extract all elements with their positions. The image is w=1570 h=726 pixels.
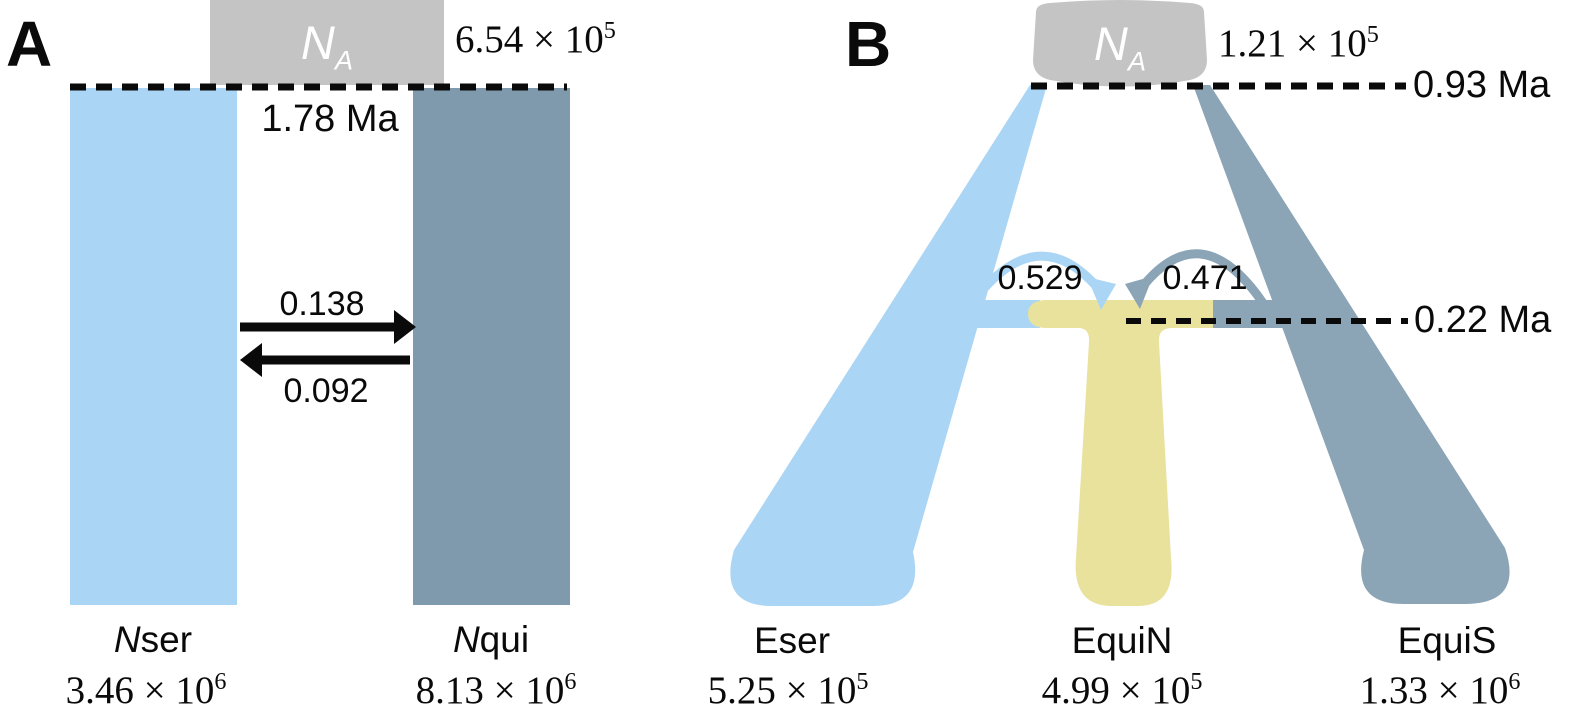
population-label-nser: Nser	[113, 619, 193, 660]
ancestral-size-value-a: 6.54 × 105	[455, 17, 616, 61]
population-band-equis	[1193, 85, 1510, 604]
population-size-nqui: 8.13 × 106	[415, 668, 577, 712]
ancestral-size-value-b: 1.21 × 105	[1218, 21, 1379, 65]
divergence-time-label-a: 1.78 Ma	[261, 98, 399, 140]
admixture-proportion-right-label: 0.471	[1162, 259, 1248, 297]
population-size-equin: 4.99 × 105	[1041, 668, 1203, 712]
ancestral-population-box-a: NA	[210, 0, 444, 85]
population-size-equis: 1.33 × 106	[1359, 668, 1521, 712]
admixture-proportion-left-label: 0.529	[997, 259, 1083, 297]
population-size-nser: 3.46 × 106	[65, 668, 227, 712]
migration-rate-left-label: 0.092	[283, 372, 369, 410]
population-label-equis: EquiS	[1397, 620, 1497, 661]
population-column-nser	[70, 88, 237, 605]
migration-arrowhead-left	[240, 343, 262, 377]
ancestral-population-label-a: NA	[300, 16, 354, 76]
population-label-nqui: Nqui	[452, 619, 530, 660]
divergence-time-label-b: 0.93 Ma	[1413, 64, 1551, 106]
population-label-equin: EquiN	[1071, 620, 1173, 661]
admixture-stub-right	[1208, 300, 1292, 328]
admixture-time-label-b: 0.22 Ma	[1414, 299, 1552, 341]
panel-a-label: A	[6, 8, 53, 80]
population-label-eser: Eser	[753, 620, 831, 661]
panel-b-label: B	[845, 8, 892, 80]
admixture-stub-left	[962, 300, 1040, 328]
population-size-eser: 5.25 × 105	[707, 668, 869, 712]
population-band-equin	[1028, 300, 1213, 606]
population-column-nqui	[413, 88, 570, 605]
population-band-eser	[730, 85, 1047, 606]
ancestral-population-label-b: NA	[1093, 17, 1147, 77]
migration-rate-right-label: 0.138	[279, 285, 365, 323]
